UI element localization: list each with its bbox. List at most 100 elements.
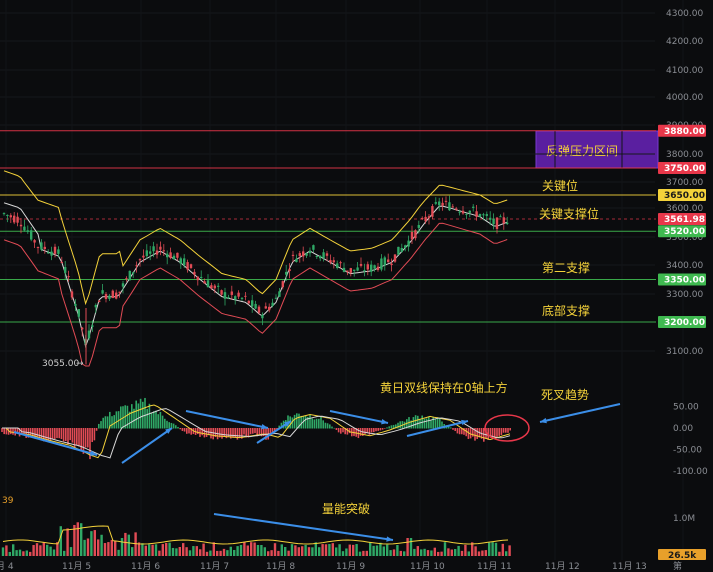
- candle-body: [206, 280, 210, 288]
- level-badge-text: 3350.00: [664, 276, 705, 286]
- candle-body: [465, 213, 468, 215]
- macd-tick-label: -100.00: [673, 467, 708, 477]
- macd-bar: [245, 428, 247, 438]
- volume-bar: [287, 550, 290, 556]
- y-tick-label: 3600.00: [666, 204, 703, 214]
- volume-bar: [297, 547, 300, 556]
- volume-bar: [80, 523, 83, 556]
- macd-bar: [93, 428, 96, 441]
- macd-bar: [271, 428, 274, 435]
- macd-bar: [148, 403, 151, 429]
- candle-body: [421, 217, 424, 219]
- volume-bar: [202, 543, 205, 556]
- candle-body: [308, 250, 312, 254]
- annotation-arrowhead: [90, 450, 97, 456]
- macd-bar: [463, 428, 465, 435]
- macd-bar: [410, 420, 412, 429]
- candle-body: [159, 246, 162, 250]
- level-badge: [658, 225, 706, 238]
- macd-bar: [40, 428, 43, 439]
- macd-bar: [454, 428, 456, 432]
- candle-body: [278, 291, 281, 297]
- candle-body: [138, 259, 142, 261]
- macd-bar: [34, 428, 36, 439]
- candle-body: [149, 251, 152, 254]
- macd-bar: [254, 428, 256, 434]
- volume-bar: [348, 544, 351, 556]
- macd-bar: [113, 415, 115, 429]
- y-tick-label: 4300.00: [666, 9, 703, 19]
- macd-bar: [16, 428, 19, 434]
- candle-body: [482, 214, 485, 216]
- volume-bar: [423, 548, 426, 556]
- level-badge: [658, 316, 706, 328]
- volume-bar: [154, 544, 158, 556]
- candle-body: [125, 278, 128, 280]
- volume-bar: [15, 550, 18, 556]
- y-tick-label: 3700.00: [666, 178, 703, 188]
- candle-body: [128, 270, 131, 281]
- volume-bar: [491, 542, 494, 556]
- volume-bar: [267, 551, 270, 556]
- bottom-support-label: 底部支撑: [542, 303, 590, 318]
- volume-bar: [22, 551, 25, 556]
- volume-bar: [328, 544, 331, 556]
- macd-bar: [439, 418, 441, 429]
- macd-bar: [181, 428, 184, 431]
- price-level-badges: 3880.00 3750.00 3650.00 3561.98 3520.00 3350.…: [658, 124, 706, 328]
- volume-bar: [148, 544, 151, 556]
- upper-band: [3, 170, 508, 306]
- volume-bar: [18, 549, 22, 556]
- candle-body: [67, 276, 70, 278]
- macd-bar: [355, 428, 357, 437]
- x-tick-label: 11月 7: [200, 561, 229, 572]
- candle-body: [81, 327, 84, 330]
- x-tick-label: 11月 12: [545, 561, 580, 572]
- volume-bar: [355, 544, 358, 556]
- macd-bar: [377, 428, 379, 431]
- candle-body: [33, 240, 36, 243]
- macd-bar: [344, 428, 346, 435]
- candle-body: [118, 291, 121, 293]
- volume-bar: [56, 542, 59, 556]
- candle-body: [104, 294, 108, 300]
- volume-bar: [175, 548, 178, 556]
- macd-bar: [474, 428, 476, 441]
- macd-bar: [38, 428, 41, 438]
- macd-bar: [234, 428, 236, 438]
- volume-bar: [284, 547, 287, 556]
- macd-bar: [483, 428, 485, 442]
- macd-bar: [190, 428, 192, 435]
- macd-bar: [425, 418, 428, 429]
- macd-bar: [205, 428, 208, 437]
- price-axis-background: [655, 0, 713, 572]
- volume-bar: [46, 544, 49, 556]
- macd-bar: [331, 426, 333, 429]
- volume-bar: [420, 549, 423, 556]
- macd-bar: [146, 408, 148, 429]
- macd-bar: [82, 428, 85, 454]
- macd-bar: [496, 428, 498, 437]
- time-axis-ticks: 月 4 11月 5 11月 6 11月 7 11月 8 11月 9 11月 10 11月 11…: [0, 560, 682, 572]
- candle-body: [13, 215, 16, 223]
- annotation-arrowhead: [165, 428, 172, 434]
- candle-body: [281, 281, 284, 288]
- macd-bar: [368, 428, 371, 435]
- macd-bar: [456, 428, 459, 434]
- macd-bar: [428, 416, 430, 429]
- macd-bar: [155, 410, 157, 429]
- candle-body: [495, 217, 499, 229]
- macd-bar: [348, 428, 351, 434]
- candle-body: [87, 330, 91, 339]
- signal-line: [2, 408, 511, 459]
- candle-body: [230, 291, 233, 295]
- volume-bar: [73, 524, 76, 556]
- macd-bar: [399, 421, 401, 429]
- macd-bar: [252, 428, 254, 434]
- volume-bar: [270, 550, 273, 556]
- volume-bar: [141, 543, 144, 556]
- candle-body: [244, 295, 247, 297]
- candle-body: [271, 302, 274, 306]
- volume-bar: [182, 543, 185, 556]
